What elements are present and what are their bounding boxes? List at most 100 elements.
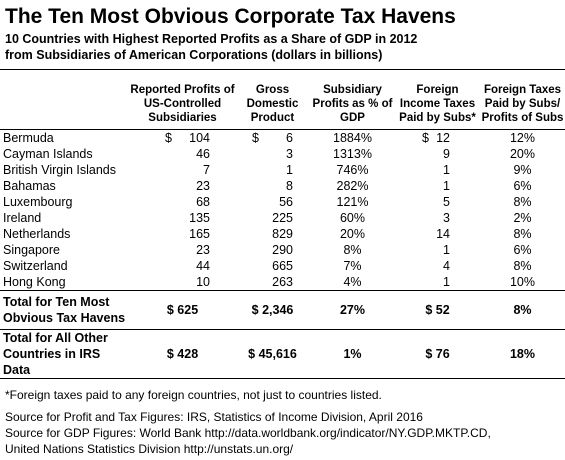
- table-row: Netherlands 165 829 20% 14 8%: [0, 226, 565, 242]
- foreign-tax-cell-value: 5: [443, 195, 450, 209]
- foreign-tax-cell-currency: $: [422, 131, 429, 145]
- table-row: Singapore 23 290 8% 1 6%: [0, 242, 565, 258]
- profits-cell-value: 23: [196, 179, 210, 193]
- header-profits-pct-gdp: Subsidiary Profits as % of GDP: [310, 77, 395, 130]
- tax-rate-cell: 12%: [509, 131, 536, 145]
- foreign-tax-cell-value: 1: [443, 275, 450, 289]
- gdp-cell-value: 290: [272, 243, 293, 257]
- profits-cell-value: 46: [196, 147, 210, 161]
- profits-cell-value: 10: [196, 275, 210, 289]
- table-row: Ireland 135 225 60% 3 2%: [0, 210, 565, 226]
- foreign-tax-cell-value: 12: [436, 131, 450, 145]
- foreign-tax-cell-value: 14: [436, 227, 450, 241]
- total-label: Total for All Other Countries in IRS Dat…: [0, 329, 130, 379]
- tax-rate-cell: 8%: [513, 227, 532, 241]
- source-un: United Nations Statistics Division http:…: [5, 442, 294, 456]
- foreign-tax-cell: $12: [395, 130, 480, 147]
- table-row: Luxembourg 68 56 121% 5 8%: [0, 194, 565, 210]
- pct-gdp-cell: 60%: [339, 211, 366, 225]
- country-cell: Ireland: [3, 211, 42, 225]
- profits-cell: $104: [130, 130, 235, 147]
- foreign-tax-cell: 1: [395, 274, 480, 291]
- foreign-tax-cell-value: 9: [443, 147, 450, 161]
- gdp-cell: 290: [235, 242, 310, 258]
- profits-cell-value: 44: [196, 259, 210, 273]
- profits-cell: 135: [130, 210, 235, 226]
- pct-gdp-cell: 20%: [339, 227, 366, 241]
- subtitle: 10 Countries with Highest Reported Profi…: [5, 31, 417, 63]
- tax-rate-cell: 6%: [513, 243, 532, 257]
- profits-cell-value: 23: [196, 243, 210, 257]
- profits-cell: 23: [130, 242, 235, 258]
- country-cell: Netherlands: [3, 227, 71, 241]
- profits-cell: 46: [130, 146, 235, 162]
- tax-rate-cell: 2%: [513, 211, 532, 225]
- page-title: The Ten Most Obvious Corporate Tax Haven…: [5, 5, 456, 28]
- profits-cell: 7: [130, 162, 235, 178]
- foreign-tax-cell: 9: [395, 146, 480, 162]
- table-row: Cayman Islands 46 3 1313% 9 20%: [0, 146, 565, 162]
- tax-rate-cell: 10%: [509, 275, 536, 289]
- country-cell: Bahamas: [3, 179, 56, 193]
- tax-havens-table: Reported Profits of US-Controlled Subsid…: [0, 77, 565, 379]
- profits-cell: 68: [130, 194, 235, 210]
- profits-cell-value: 135: [189, 211, 210, 225]
- profits-cell-currency: $: [165, 131, 172, 145]
- source-profit-tax: Source for Profit and Tax Figures: IRS, …: [5, 410, 423, 424]
- table-row: Bermuda $104 $6 1884% $12 12%: [0, 130, 565, 147]
- table-row: Hong Kong 10 263 4% 1 10%: [0, 274, 565, 291]
- pct-gdp-cell: 121%: [336, 195, 369, 209]
- gdp-cell: $6: [235, 130, 310, 147]
- gdp-cell: 8: [235, 178, 310, 194]
- gdp-cell-value: 829: [272, 227, 293, 241]
- total-pct: 1%: [310, 329, 395, 379]
- profits-cell: 10: [130, 274, 235, 291]
- gdp-cell-currency: $: [252, 131, 259, 145]
- pct-gdp-cell: 282%: [336, 179, 369, 193]
- pct-gdp-cell: 7%: [343, 259, 362, 273]
- profits-cell: 23: [130, 178, 235, 194]
- profits-cell: 44: [130, 258, 235, 274]
- gdp-cell-value: 8: [286, 179, 293, 193]
- total-pct: 27%: [310, 290, 395, 330]
- source-gdp: Source for GDP Figures: World Bank http:…: [5, 426, 491, 440]
- pct-gdp-cell: 4%: [343, 275, 362, 289]
- profits-cell-value: 165: [189, 227, 210, 241]
- table-row: British Virgin Islands 7 1 746% 1 9%: [0, 162, 565, 178]
- foreign-tax-cell: 5: [395, 194, 480, 210]
- table-body: Bermuda $104 $6 1884% $12 12% Cayman Islands 46…: [0, 130, 565, 291]
- total-gdp: $ 2,346: [235, 290, 310, 330]
- total-row-others: Total for All Other Countries in IRS Dat…: [0, 329, 565, 379]
- foreign-tax-cell-value: 3: [443, 211, 450, 225]
- total-profits: $ 625: [130, 290, 235, 330]
- foreign-tax-cell: 1: [395, 162, 480, 178]
- total-tax: $ 76: [395, 329, 480, 379]
- header-reported-profits: Reported Profits of US-Controlled Subsid…: [130, 77, 235, 130]
- header-foreign-taxes: Foreign Income Taxes Paid by Subs*: [395, 77, 480, 130]
- header-tax-rate: Foreign Taxes Paid by Subs/ Profits of S…: [480, 77, 565, 130]
- foreign-tax-cell-value: 1: [443, 163, 450, 177]
- footnote-foreign-taxes: *Foreign taxes paid to any foreign count…: [5, 388, 382, 402]
- gdp-cell-value: 3: [286, 147, 293, 161]
- subtitle-line-1: 10 Countries with Highest Reported Profi…: [5, 32, 418, 46]
- country-cell: Singapore: [3, 243, 60, 257]
- gdp-cell: 56: [235, 194, 310, 210]
- pct-gdp-cell: 8%: [343, 243, 362, 257]
- table-header-row: Reported Profits of US-Controlled Subsid…: [0, 77, 565, 130]
- subtitle-line-2: from Subsidiaries of American Corporatio…: [5, 48, 383, 62]
- total-gdp: $ 45,616: [235, 329, 310, 379]
- profits-cell: 165: [130, 226, 235, 242]
- foreign-tax-cell: 1: [395, 242, 480, 258]
- total-tax: $ 52: [395, 290, 480, 330]
- tax-rate-cell: 9%: [513, 163, 532, 177]
- foreign-tax-cell-value: 1: [443, 243, 450, 257]
- top-rule: [0, 69, 565, 70]
- tax-rate-cell: 8%: [513, 195, 532, 209]
- gdp-cell: 263: [235, 274, 310, 291]
- total-row-havens: Total for Ten Most Obvious Tax Havens $ …: [0, 290, 565, 330]
- header-country: [0, 77, 130, 130]
- country-cell: British Virgin Islands: [3, 163, 117, 177]
- footnotes: *Foreign taxes paid to any foreign count…: [5, 387, 491, 457]
- total-profits: $ 428: [130, 329, 235, 379]
- tax-rate-cell: 8%: [513, 259, 532, 273]
